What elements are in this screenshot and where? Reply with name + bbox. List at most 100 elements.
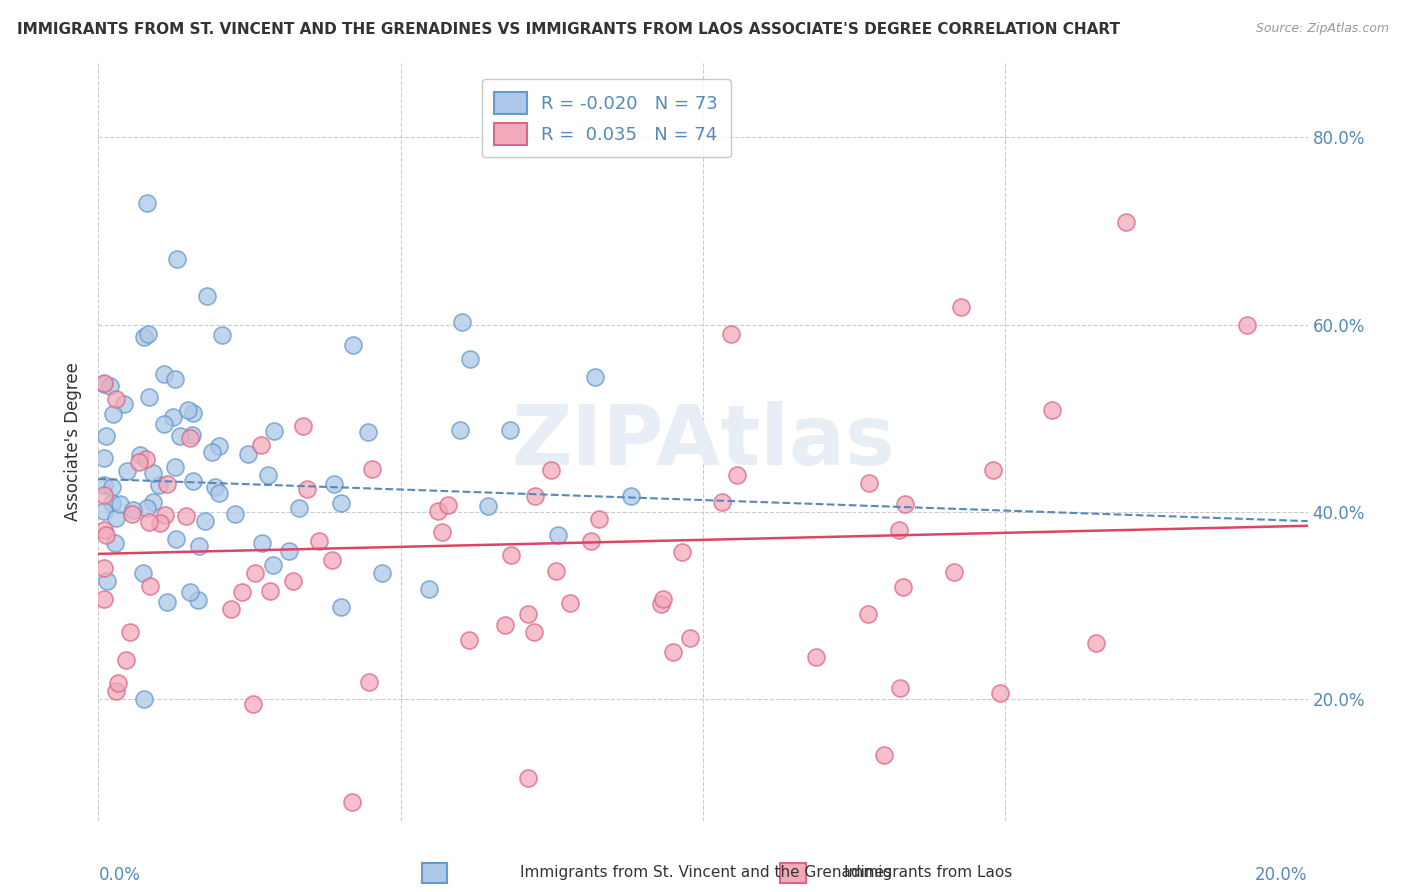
Point — [121, 503, 143, 517]
Point — [583, 370, 606, 384]
Legend: R = -0.020   N = 73, R =  0.035   N = 74: R = -0.020 N = 73, R = 0.035 N = 74 — [482, 79, 731, 157]
Point — [129, 448, 152, 462]
Point — [94, 428, 117, 442]
Point — [156, 476, 179, 491]
Point — [858, 475, 880, 490]
Point — [98, 379, 121, 393]
Point — [250, 535, 273, 549]
Point — [176, 509, 198, 524]
Point — [139, 579, 162, 593]
Point — [546, 564, 568, 578]
Point — [101, 496, 124, 510]
Text: 0.0%: 0.0% — [98, 866, 141, 884]
Point — [121, 508, 143, 522]
Point — [243, 566, 266, 580]
Point — [943, 566, 966, 580]
Point — [108, 497, 131, 511]
Point — [179, 585, 201, 599]
Point — [263, 424, 285, 438]
Point — [177, 403, 200, 417]
Point — [136, 501, 159, 516]
Point — [208, 486, 231, 500]
Point — [257, 468, 280, 483]
Point — [93, 504, 115, 518]
Point — [579, 533, 602, 548]
Text: 20.0%: 20.0% — [1256, 866, 1308, 884]
Point — [249, 437, 271, 451]
Point — [93, 561, 115, 575]
Point — [115, 464, 138, 478]
Point — [162, 409, 184, 424]
Point — [499, 548, 522, 562]
Point — [231, 585, 253, 599]
Point — [187, 540, 209, 554]
Point — [128, 454, 150, 468]
Point — [357, 425, 380, 439]
Point — [149, 516, 172, 531]
Point — [540, 463, 562, 477]
Point — [711, 495, 734, 509]
Point — [165, 533, 187, 547]
Point — [93, 478, 115, 492]
Point — [558, 596, 581, 610]
Point — [342, 795, 364, 809]
Point — [1236, 318, 1258, 332]
Point — [720, 327, 742, 342]
Point — [104, 684, 127, 698]
Point — [112, 397, 135, 411]
Point — [679, 631, 702, 645]
Point — [321, 553, 343, 567]
Point — [93, 376, 115, 391]
Point — [437, 498, 460, 512]
Point — [142, 466, 165, 480]
Point — [652, 591, 675, 606]
Point — [426, 504, 449, 518]
Point — [620, 490, 643, 504]
Point — [165, 460, 187, 475]
Point — [1040, 402, 1063, 417]
Point — [418, 582, 440, 596]
Text: IMMIGRANTS FROM ST. VINCENT AND THE GRENADINES VS IMMIGRANTS FROM LAOS ASSOCIATE: IMMIGRANTS FROM ST. VINCENT AND THE GREN… — [17, 22, 1119, 37]
Point — [451, 315, 474, 329]
Point — [195, 289, 218, 303]
Point — [132, 566, 155, 580]
Point — [430, 525, 453, 540]
Point — [458, 352, 481, 367]
Y-axis label: Associate's Degree: Associate's Degree — [65, 362, 83, 521]
Point — [329, 600, 352, 615]
Point — [458, 632, 481, 647]
Point — [661, 645, 683, 659]
Point — [136, 326, 159, 341]
Text: Immigrants from St. Vincent and the Grenadines: Immigrants from St. Vincent and the Gren… — [520, 865, 893, 880]
Point — [221, 601, 243, 615]
Point — [891, 580, 914, 594]
Point — [588, 511, 610, 525]
Point — [291, 419, 314, 434]
Point — [101, 407, 124, 421]
Point — [204, 480, 226, 494]
Point — [118, 625, 141, 640]
Point — [134, 692, 156, 706]
Point — [208, 439, 231, 453]
Text: ZIPAtlas: ZIPAtlas — [510, 401, 896, 482]
Point — [169, 428, 191, 442]
Point — [281, 574, 304, 588]
Point — [93, 592, 115, 607]
Point — [181, 475, 204, 489]
Point — [547, 528, 569, 542]
Point — [342, 338, 364, 352]
Point — [148, 478, 170, 492]
Point — [323, 477, 346, 491]
Point — [115, 653, 138, 667]
Point — [262, 558, 284, 573]
Point — [856, 607, 879, 622]
Point — [224, 507, 246, 521]
Point — [138, 515, 160, 529]
Point — [297, 483, 319, 497]
Point — [517, 771, 540, 785]
Point — [105, 510, 128, 524]
Point — [187, 593, 209, 607]
Point — [180, 428, 202, 442]
Point — [93, 376, 115, 391]
Point — [104, 535, 127, 549]
